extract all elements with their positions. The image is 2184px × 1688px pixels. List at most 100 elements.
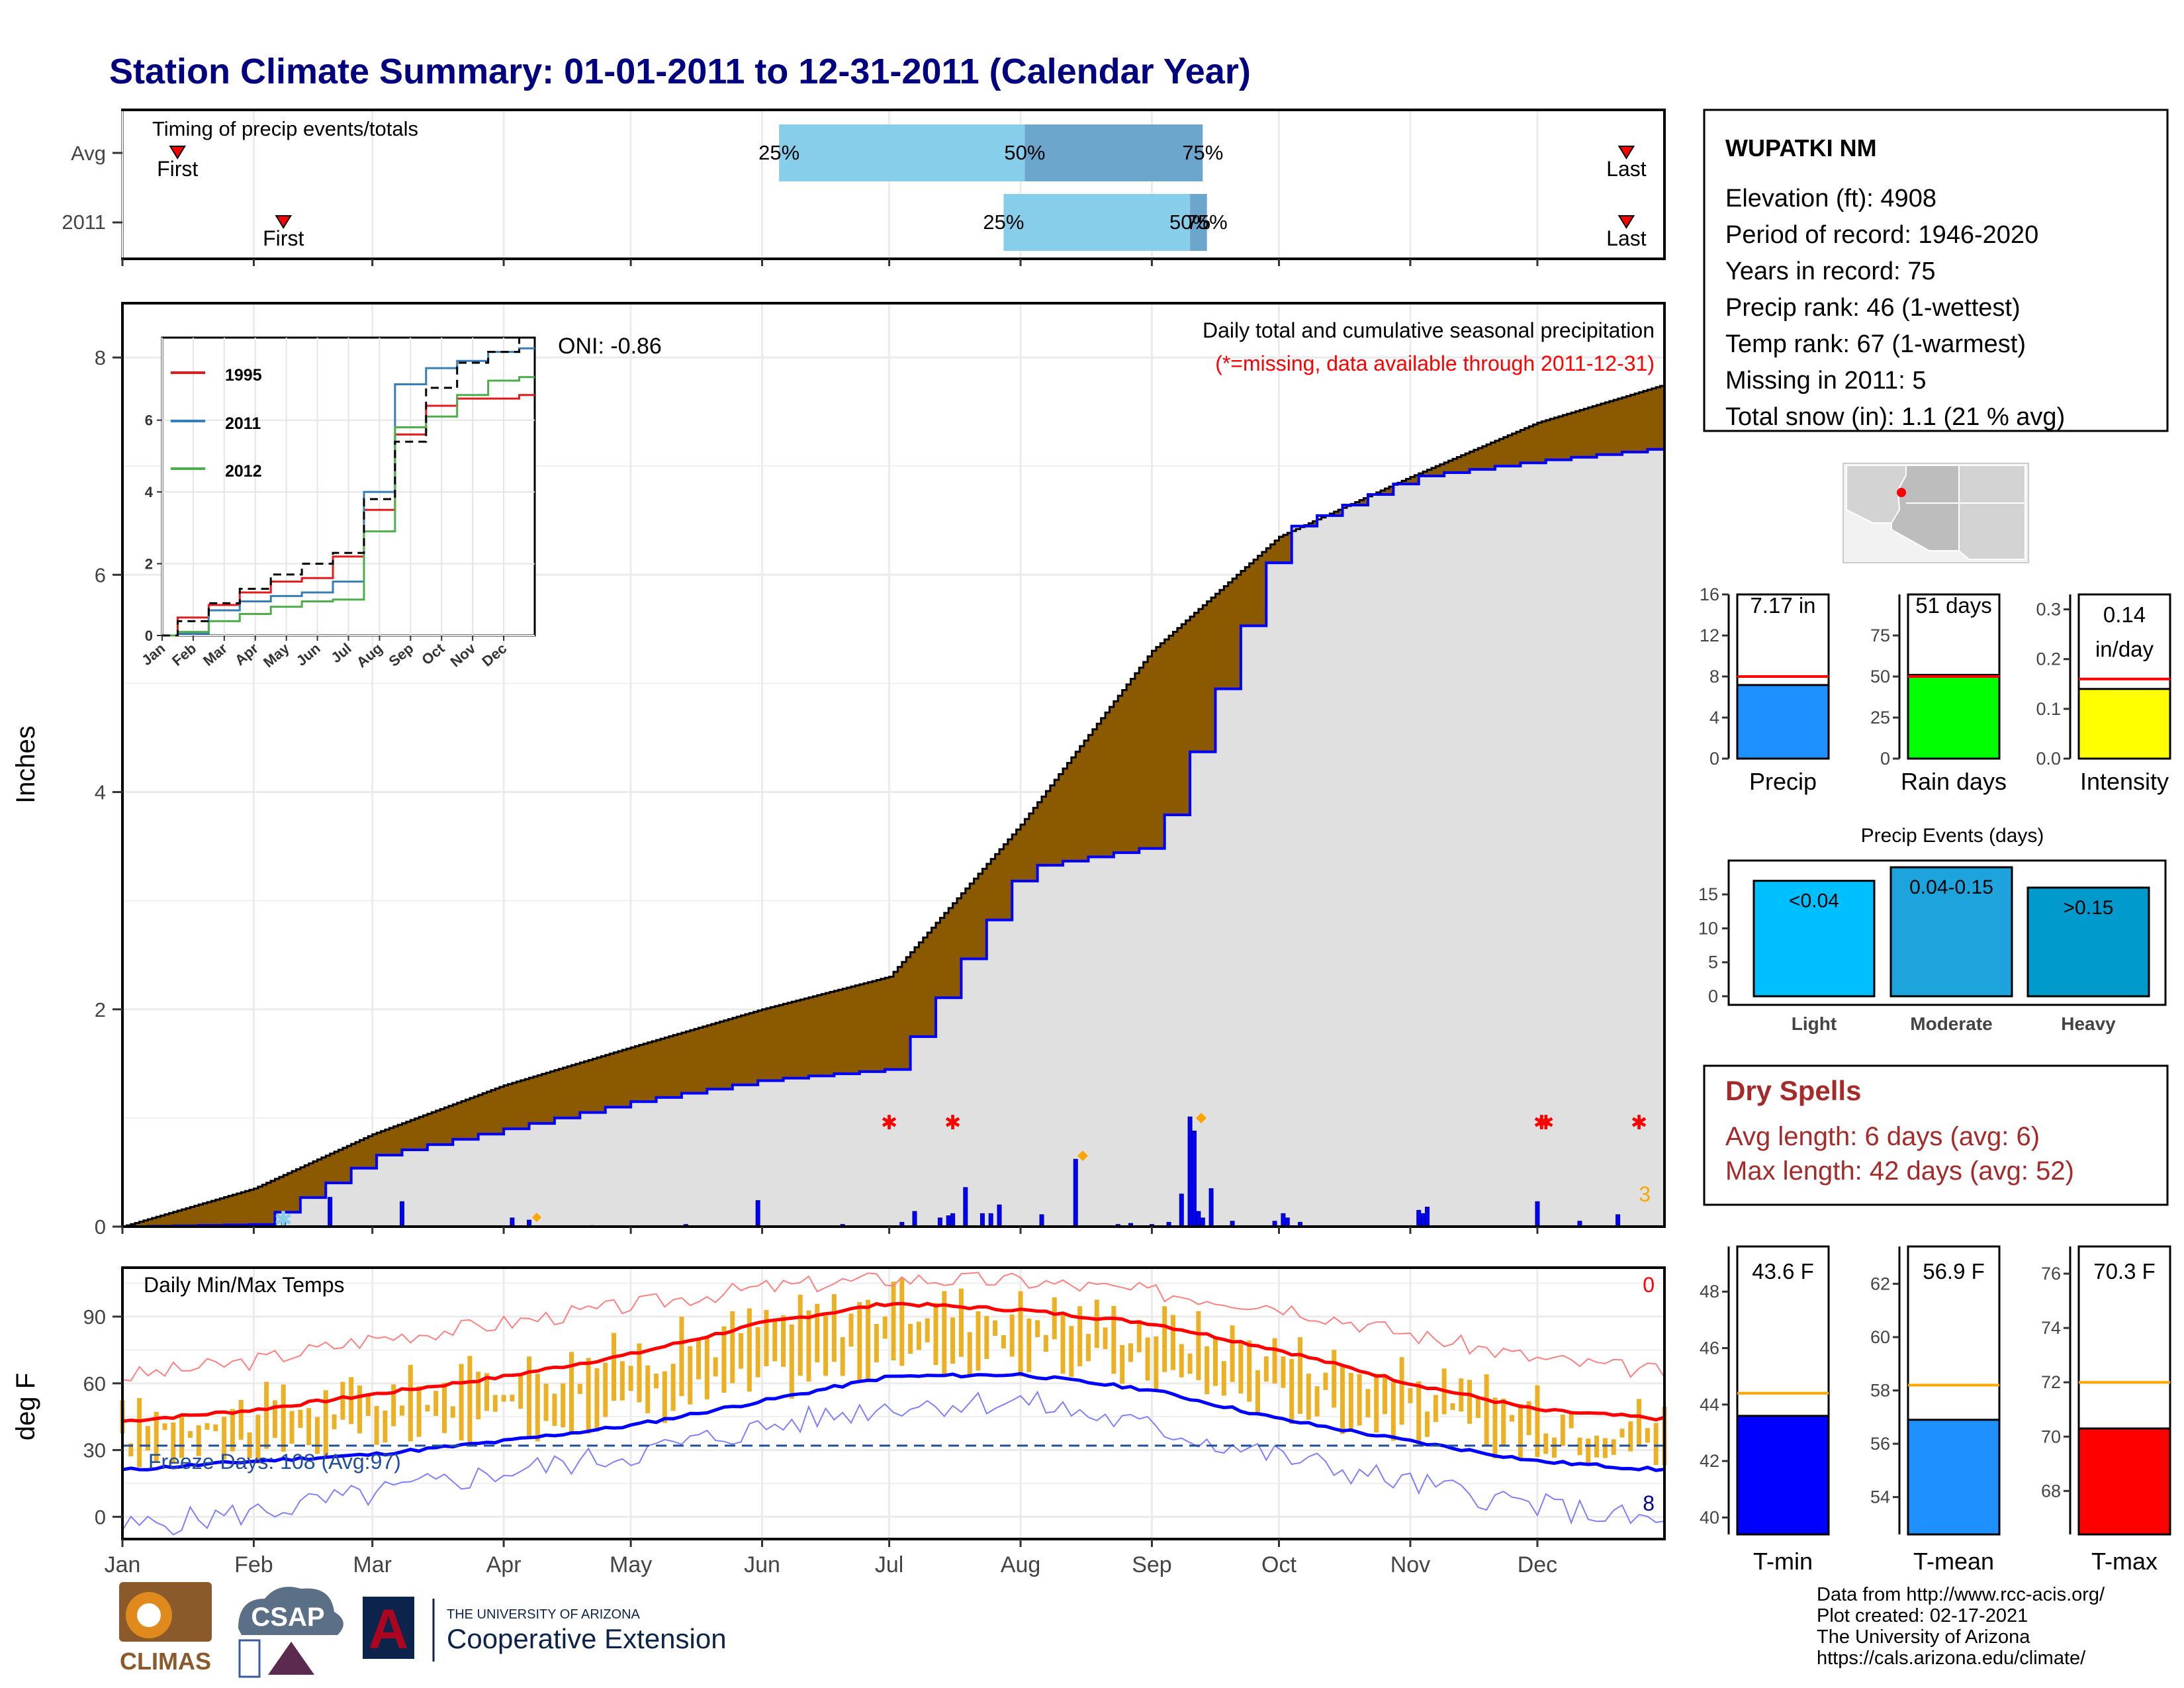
daily-temp-bar xyxy=(1416,1381,1422,1445)
summary-value-intensity-2: in/day xyxy=(2095,637,2154,661)
daily-temp-bar xyxy=(1255,1370,1260,1415)
daily-temp-bar xyxy=(501,1395,506,1402)
daily-temp-bar xyxy=(755,1327,760,1378)
station-line-precip-rank: Precip rank: 46 (1-wettest) xyxy=(1725,294,2021,322)
daily-temp-bar xyxy=(1272,1338,1277,1384)
missing-data-marker: ✱ xyxy=(944,1112,961,1134)
daily-temp-bar xyxy=(1586,1438,1591,1466)
daily-temp-bars xyxy=(120,1278,1667,1468)
daily-temp-bar xyxy=(289,1411,295,1444)
daily-temp-bar xyxy=(154,1411,159,1462)
daily-temp-bar xyxy=(1425,1411,1430,1437)
daily-precip-bar xyxy=(979,1213,985,1227)
summary-rain-days-y-tick-label: 25 xyxy=(1870,708,1890,727)
station-line-elevation: Elevation (ft): 4908 xyxy=(1725,185,1936,212)
daily-temp-bar xyxy=(806,1310,811,1382)
daily-temp-bar xyxy=(543,1383,549,1421)
daily-temp-bar xyxy=(1628,1421,1633,1452)
daily-temp-bar xyxy=(1526,1401,1531,1435)
daily-temp-bar xyxy=(272,1400,277,1438)
timing-row-label-avg: Avg xyxy=(71,142,106,165)
summary-intensity-y-tick-label: 0.0 xyxy=(2036,749,2061,769)
daily-temp-bar xyxy=(1052,1297,1057,1340)
summary-rain-days-y-tick-label: 0 xyxy=(1880,749,1890,769)
dry-spells-max: Max length: 42 days (avg: 52) xyxy=(1725,1156,2074,1186)
csap-logo: CSAP xyxy=(238,1587,343,1678)
timing-label-q25: 25% xyxy=(758,141,799,164)
daily-temp-bar xyxy=(1390,1382,1396,1441)
summary-precip-y-tick-label: 0 xyxy=(1709,749,1719,769)
inset-y-tick-label: 2 xyxy=(145,556,153,573)
daily-temp-bar xyxy=(535,1374,540,1442)
temp-summary-t-min-y-tick-label: 40 xyxy=(1700,1507,1719,1527)
temp-summary-t-min-y-tick-label: 48 xyxy=(1700,1282,1719,1301)
timing-first-label: First xyxy=(263,226,304,250)
inset-legend: 1995 2011 2012 xyxy=(171,366,262,481)
footer-line-4: https://cals.arizona.edu/climate/ xyxy=(1817,1648,2086,1669)
events-category-label: Heavy xyxy=(2061,1013,2116,1034)
summary-intensity-bar xyxy=(2077,688,2171,760)
month-label: Jun xyxy=(744,1552,780,1577)
daily-temp-bar xyxy=(1128,1343,1133,1362)
climas-logo: CLIMAS xyxy=(119,1582,212,1675)
daily-temp-bar xyxy=(781,1315,786,1367)
daily-temp-bar xyxy=(857,1302,862,1383)
temp-summary-t-mean-y-tick-label: 56 xyxy=(1870,1434,1890,1454)
daily-temp-bar xyxy=(1154,1336,1159,1391)
events-bar-light xyxy=(1752,880,1876,998)
daily-temp-bar xyxy=(137,1397,142,1468)
daily-temp-bar xyxy=(713,1357,718,1377)
daily-temp-bar xyxy=(1467,1380,1473,1424)
daily-temp-bar xyxy=(552,1393,557,1426)
daily-temp-bar xyxy=(958,1288,964,1357)
timing-last-label: Last xyxy=(1606,157,1647,181)
month-x-axis: Jan Feb Mar Apr May Jun Jul Aug Sep Oct Nov Dec xyxy=(105,1539,1557,1577)
precip-y-axis-label: Inches xyxy=(11,726,40,804)
year-cumulative-line xyxy=(122,447,1664,1228)
daily-temp-bar xyxy=(831,1294,837,1362)
month-label: Sep xyxy=(1132,1552,1172,1577)
daily-temp-bar xyxy=(1069,1326,1074,1377)
station-location-dot xyxy=(1897,488,1906,497)
timing-first-marker xyxy=(275,215,293,229)
precip-y-tick-label: 0 xyxy=(95,1215,106,1239)
daily-temp-bar xyxy=(187,1430,193,1438)
page-title: Station Climate Summary: 01-01-2011 to 1… xyxy=(109,52,1251,91)
daily-temp-bar xyxy=(1187,1353,1193,1374)
daily-temp-bar xyxy=(1450,1403,1455,1410)
timing-bar-q25-q50 xyxy=(779,124,1025,181)
daily-temp-bar xyxy=(1492,1397,1498,1459)
daily-temp-bar xyxy=(196,1425,201,1456)
station-line-period: Period of record: 1946-2020 xyxy=(1725,221,2038,249)
timing-last-marker xyxy=(1617,146,1635,160)
temp-summary-t-max-y-tick-label: 72 xyxy=(2041,1372,2061,1392)
daily-temp-bar xyxy=(874,1324,879,1362)
daily-temp-bar xyxy=(441,1382,447,1433)
month-label: Apr xyxy=(486,1552,522,1577)
month-label: Feb xyxy=(234,1552,273,1577)
station-line-snow: Total snow (in): 1.1 (21 % avg) xyxy=(1725,403,2065,431)
university-of-arizona-logo: A THE UNIVERSITY OF ARIZONA Cooperative … xyxy=(363,1597,727,1662)
daily-temp-bar xyxy=(1552,1437,1557,1458)
daily-precip-bar xyxy=(328,1197,333,1227)
temp-summary-t-mean-y-tick-label: 62 xyxy=(1870,1274,1890,1293)
daily-temp-bar xyxy=(882,1316,887,1339)
daily-temp-bar xyxy=(179,1416,185,1458)
daily-temp-bar xyxy=(230,1409,235,1452)
daily-temp-bar xyxy=(848,1313,854,1347)
daily-temp-bar xyxy=(1221,1361,1226,1396)
daily-temp-bar xyxy=(1060,1315,1066,1374)
daily-temp-bar xyxy=(264,1382,269,1449)
daily-temp-bar xyxy=(637,1343,642,1403)
daily-temp-bar xyxy=(1619,1429,1625,1438)
timing-first-marker xyxy=(169,146,186,160)
daily-temp-bar xyxy=(476,1372,481,1420)
legend-label-2011: 2011 xyxy=(225,414,261,433)
footer-line-1: Data from http://www.rcc-acis.org/ xyxy=(1817,1584,2105,1605)
daily-temp-bar xyxy=(1111,1305,1116,1374)
timing-last-label: Last xyxy=(1606,226,1647,250)
daily-temp-bar xyxy=(1179,1344,1184,1378)
temp-summary-t-min-y-tick-label: 44 xyxy=(1700,1395,1719,1415)
timing-row-label-2011: 2011 xyxy=(62,211,106,234)
